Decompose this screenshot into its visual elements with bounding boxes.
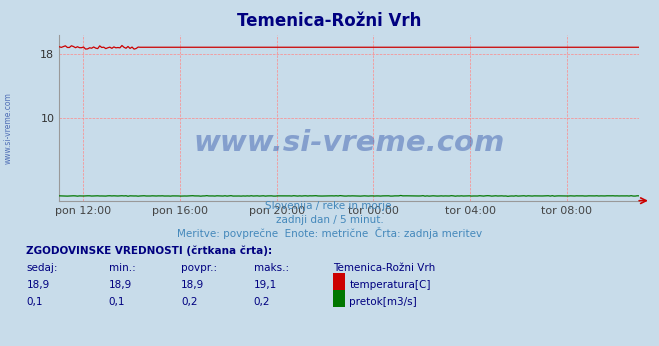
Text: Slovenija / reke in morje.: Slovenija / reke in morje. — [264, 201, 395, 211]
Text: 19,1: 19,1 — [254, 280, 277, 290]
Text: 0,2: 0,2 — [181, 297, 198, 307]
Text: 18,9: 18,9 — [26, 280, 49, 290]
Text: maks.:: maks.: — [254, 263, 289, 273]
Text: 18,9: 18,9 — [109, 280, 132, 290]
Text: temperatura[C]: temperatura[C] — [349, 280, 431, 290]
Text: povpr.:: povpr.: — [181, 263, 217, 273]
Text: 0,1: 0,1 — [26, 297, 43, 307]
Text: Temenica-Rožni Vrh: Temenica-Rožni Vrh — [237, 12, 422, 30]
Text: pretok[m3/s]: pretok[m3/s] — [349, 297, 417, 307]
Text: 0,2: 0,2 — [254, 297, 270, 307]
Text: zadnji dan / 5 minut.: zadnji dan / 5 minut. — [275, 215, 384, 225]
Text: Temenica-Rožni Vrh: Temenica-Rožni Vrh — [333, 263, 435, 273]
Text: 0,1: 0,1 — [109, 297, 125, 307]
Text: min.:: min.: — [109, 263, 136, 273]
Text: 18,9: 18,9 — [181, 280, 204, 290]
Text: ZGODOVINSKE VREDNOSTI (črtkana črta):: ZGODOVINSKE VREDNOSTI (črtkana črta): — [26, 246, 272, 256]
Text: sedaj:: sedaj: — [26, 263, 58, 273]
Text: Meritve: povprečne  Enote: metrične  Črta: zadnja meritev: Meritve: povprečne Enote: metrične Črta:… — [177, 227, 482, 239]
Text: www.si-vreme.com: www.si-vreme.com — [3, 92, 13, 164]
Text: www.si-vreme.com: www.si-vreme.com — [194, 129, 505, 156]
